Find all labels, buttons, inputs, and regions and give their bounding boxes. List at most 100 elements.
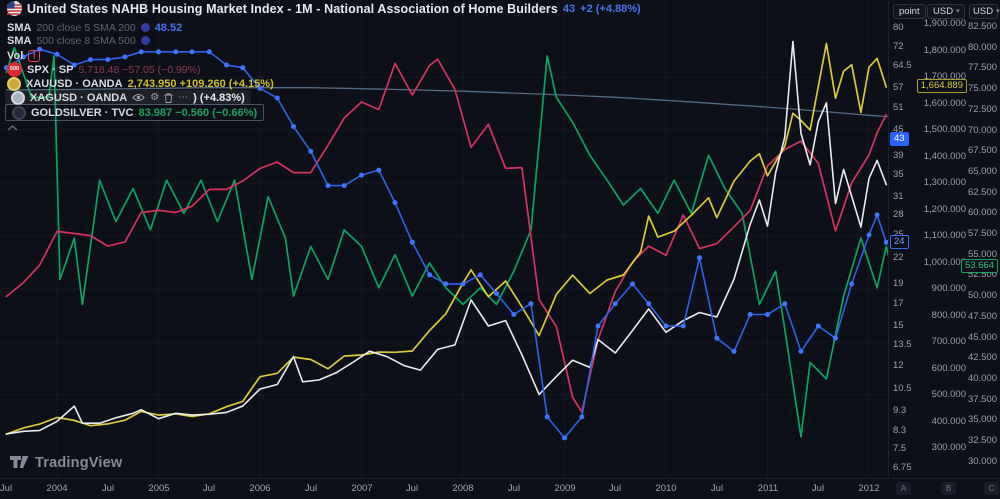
chevron-down-icon: ▾ xyxy=(996,8,1000,15)
price-scale-a-button[interactable]: A xyxy=(896,482,911,495)
y-axis-tick: 900.000 xyxy=(931,283,966,294)
symbol-row-goldsilver[interactable]: GOLDSILVER · TVC 83.987 −0.560 (−0.66%) xyxy=(5,104,265,121)
sma200-status-icon[interactable] xyxy=(140,23,150,32)
trash-icon[interactable] xyxy=(164,92,173,103)
time-axis[interactable]: A B C Jul 2004 Jul 2005 Jul 2006 Jul 2007 Jul 200… xyxy=(0,478,1000,499)
x-axis-tick: 2007 xyxy=(351,483,373,494)
symbol-row-spx[interactable]: 500 SPX · SP 5,718.48 −57.05 (−0.99%) xyxy=(7,62,200,77)
nahb-current-price-label: 43 xyxy=(890,132,909,146)
series-goldsilver xyxy=(5,46,888,438)
y-axis-tick: 50.000 xyxy=(967,290,997,301)
silver-coin-icon xyxy=(11,90,25,105)
y-axis-tick: 500.000 xyxy=(931,389,966,400)
tradingview-logo-icon xyxy=(10,456,29,468)
series-sma-200 xyxy=(5,87,888,118)
unit-point-button[interactable]: point xyxy=(893,4,926,19)
y-axis-tick: 1,500.000 xyxy=(923,124,966,135)
y-axis-tick: 1,900.000 xyxy=(923,18,966,29)
y-axis-tick: 1,100.000 xyxy=(923,230,966,241)
y-axis-tick: 30.000 xyxy=(967,456,997,467)
y-axis-tick: 57 xyxy=(893,82,904,93)
y-axis-tick: 51 xyxy=(893,102,904,113)
gold-price-label: 1,664.889 xyxy=(916,79,967,93)
y-axis-tick: 55.000 xyxy=(967,249,997,260)
series-nahb-housing-market-index xyxy=(3,46,888,441)
y-axis-tick: 72.500 xyxy=(967,104,997,115)
spx-values: 5,718.48 −57.05 (−0.99%) xyxy=(78,63,201,76)
currency-usd-button-2[interactable]: USD ▾ xyxy=(969,4,1000,19)
chevron-up-icon[interactable] xyxy=(7,124,18,131)
x-axis-tick: Jul xyxy=(0,483,13,494)
y-axis-tick: 15 xyxy=(893,320,904,331)
y-axis-tick: 70.000 xyxy=(967,125,997,136)
y-axis-tick: 39 xyxy=(893,150,904,161)
legend-collapse-row[interactable] xyxy=(7,120,18,135)
sma500-params: 500 close 8 SMA 500 xyxy=(36,34,136,47)
goldsilver-values: 83.987 −0.560 (−0.66%) xyxy=(138,106,258,119)
indicator-row-vol[interactable]: Vol ! xyxy=(7,48,41,63)
y-axis-tick: 25 xyxy=(893,229,904,241)
symbol-header-row[interactable]: United States NAHB Housing Market Index … xyxy=(7,1,641,16)
y-axis-tick: 57.500 xyxy=(967,228,997,239)
y-axis-tick: 10.5 xyxy=(893,383,912,394)
y-axis-tick: 40.000 xyxy=(967,373,997,384)
xagusd-title[interactable]: XAGUSD · OANDA xyxy=(30,91,128,104)
y-axis-tick: 8.3 xyxy=(893,425,907,436)
vol-error-icon[interactable]: ! xyxy=(28,49,41,62)
price-scale-b-button[interactable]: B xyxy=(941,482,956,495)
y-axis-tick: 67.500 xyxy=(967,145,997,156)
y-axis-tick: 47.500 xyxy=(967,311,997,322)
sma500-label: SMA xyxy=(7,34,32,47)
symbol-row-xauusd[interactable]: XAUUSD · OANDA 2,743.950 +109.260 (+4.15… xyxy=(7,76,274,91)
y-axis-tick: 1,200.000 xyxy=(923,204,966,215)
y-axis-tick: 1,400.000 xyxy=(923,151,966,162)
symbol-row-xagusd[interactable]: XAGUSD · OANDA ⚙ ⋯ ) (+4.83%) xyxy=(5,90,251,105)
y-axis-tick: 75.000 xyxy=(967,83,997,94)
y-axis-tick: 64.5 xyxy=(893,60,912,71)
indicator-row-sma200[interactable]: SMA 200 close 5 SMA 200 48.52 xyxy=(7,20,182,35)
goldsilver-title[interactable]: GOLDSILVER · TVC xyxy=(31,106,134,119)
xauusd-title[interactable]: XAUUSD · OANDA xyxy=(26,77,123,90)
price-chart-pane[interactable] xyxy=(0,0,888,478)
tradingview-watermark[interactable]: TradingView xyxy=(10,455,122,471)
y-axis-tick: 31 xyxy=(893,191,904,202)
x-axis-tick: 2006 xyxy=(249,483,271,494)
y-axis-tick: 37.500 xyxy=(967,394,997,405)
y-axis-tick: 28 xyxy=(893,209,904,220)
y-axis-tick: 62.500 xyxy=(967,187,997,198)
indicator-row-sma500[interactable]: SMA 500 close 8 SMA 500 xyxy=(7,33,150,48)
eye-icon[interactable] xyxy=(132,93,145,102)
price-scale-panel[interactable]: point USD▾ USD▾ 80 72 64.5 57 51 45 39 35 31 28 25… xyxy=(888,0,1000,478)
y-axis-tick: 32.500 xyxy=(967,435,997,446)
x-axis-tick: Jul xyxy=(507,483,521,494)
more-options-icon[interactable]: ⋯ xyxy=(178,92,189,103)
goldsilver-price-label: 53.664 xyxy=(960,259,998,273)
y-axis-tick: 13.5 xyxy=(893,339,912,350)
series-spx xyxy=(5,58,888,413)
currency-usd-button-1[interactable]: USD ▾ xyxy=(927,4,965,19)
sma200-value: 48.52 xyxy=(154,21,183,34)
xagusd-change: ) (+4.83%) xyxy=(193,91,245,104)
y-axis-tick: 65.000 xyxy=(967,166,997,177)
y-axis-tick: 35 xyxy=(893,169,904,180)
sma500-status-icon[interactable] xyxy=(140,36,150,45)
y-axis-tick: 77.500 xyxy=(967,62,997,73)
y-axis-tick: 80 xyxy=(893,22,904,33)
y-axis-tick: 72 xyxy=(893,41,904,52)
y-axis-tick: 52.500 xyxy=(967,269,997,280)
spx-title[interactable]: SPX · SP xyxy=(27,63,74,76)
y-axis-tick: 12 xyxy=(893,360,904,371)
x-axis-tick: 2009 xyxy=(554,483,576,494)
y-axis-tick: 6.75 xyxy=(893,462,912,473)
y-axis-tick: 9.3 xyxy=(893,405,907,416)
gold-coin-icon xyxy=(7,76,21,91)
y-axis-tick: 60.000 xyxy=(967,207,997,218)
settings-gear-icon[interactable]: ⚙ xyxy=(150,92,160,103)
symbol-title[interactable]: United States NAHB Housing Market Index … xyxy=(27,1,558,16)
price-scale-c-button[interactable]: C xyxy=(984,482,999,495)
y-axis-tick: 45 xyxy=(893,124,904,135)
x-axis-tick: 2008 xyxy=(452,483,474,494)
y-axis-tick: 35.000 xyxy=(967,414,997,425)
vol-label: Vol xyxy=(7,49,24,62)
